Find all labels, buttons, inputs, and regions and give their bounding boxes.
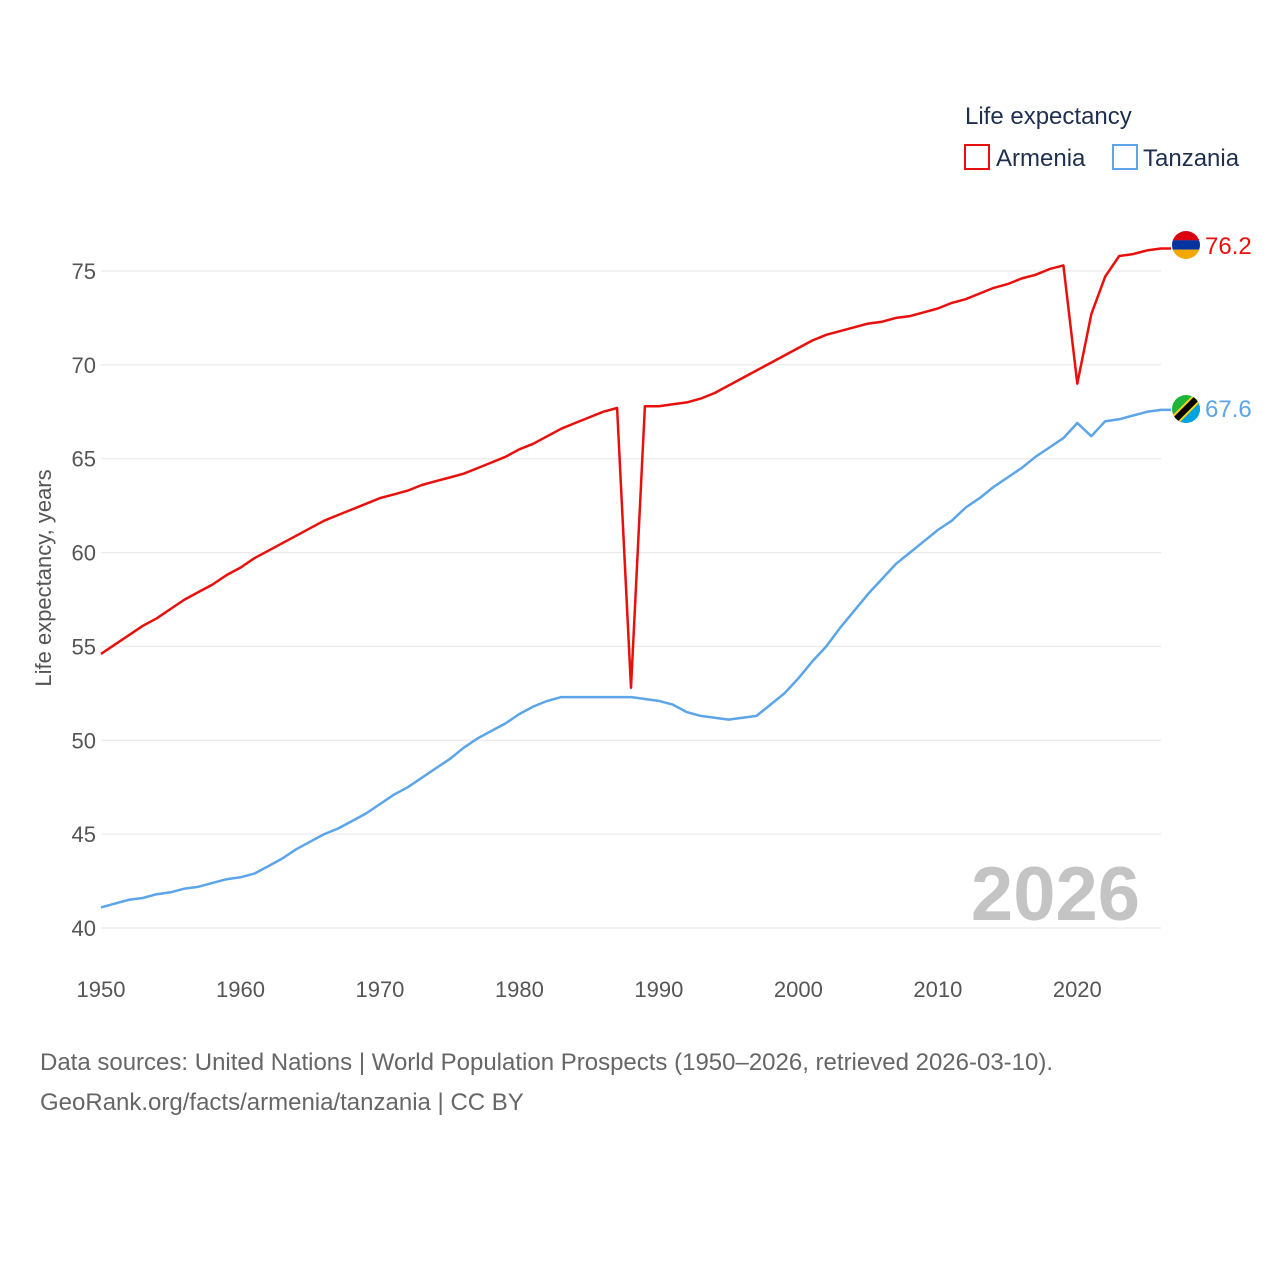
legend-swatch-tanzania xyxy=(1112,144,1138,170)
legend-swatch-armenia xyxy=(964,144,990,170)
legend-label-armenia: Armenia xyxy=(996,145,1086,172)
y-tick-label: 65 xyxy=(72,447,96,472)
end-value-label-armenia: 76.2 xyxy=(1205,233,1252,260)
x-tick-label: 1990 xyxy=(634,977,683,1002)
gridlines xyxy=(101,270,1161,929)
x-tick-label: 1960 xyxy=(216,977,265,1002)
legend-label-tanzania: Tanzania xyxy=(1143,145,1240,172)
y-tick-label: 70 xyxy=(72,353,96,378)
x-tick-label: 1970 xyxy=(355,977,404,1002)
y-tick-label: 40 xyxy=(72,916,96,941)
x-tick-label: 2010 xyxy=(913,977,962,1002)
y-axis-title: Life expectancy, years xyxy=(31,469,56,686)
legend: Life expectancy Armenia Tanzania xyxy=(964,103,1240,172)
legend-title: Life expectancy xyxy=(965,103,1132,130)
series-lines xyxy=(100,247,1171,909)
x-tick-label: 2000 xyxy=(774,977,823,1002)
legend-item-tanzania[interactable]: Tanzania xyxy=(1112,144,1240,172)
current-year-watermark: 2026 xyxy=(971,852,1140,937)
y-tick-label: 45 xyxy=(72,822,96,847)
y-tick-label: 55 xyxy=(72,634,96,659)
x-tick-label: 1950 xyxy=(77,977,126,1002)
y-tick-label: 60 xyxy=(72,541,96,566)
end-value-label-tanzania: 67.6 xyxy=(1205,396,1252,423)
y-axis-ticks: 40 45 50 55 60 65 70 75 xyxy=(72,259,96,941)
source-note: Data sources: United Nations | World Pop… xyxy=(40,1043,1240,1123)
x-tick-label: 1980 xyxy=(495,977,544,1002)
x-axis-ticks: 1950 1960 1970 1980 1990 2000 2010 2020 xyxy=(77,977,1102,1002)
tanzania-flag-icon xyxy=(1172,395,1200,423)
legend-item-armenia[interactable]: Armenia xyxy=(964,144,1086,172)
series-line-armenia[interactable] xyxy=(100,247,1171,689)
x-tick-label: 2020 xyxy=(1053,977,1102,1002)
source-line-link[interactable]: GeoRank.org/facts/armenia/tanzania | CC … xyxy=(40,1089,524,1116)
armenia-flag-icon xyxy=(1172,231,1200,259)
y-tick-label: 50 xyxy=(72,728,96,753)
y-tick-label: 75 xyxy=(72,259,96,284)
source-line-data: Data sources: United Nations | World Pop… xyxy=(40,1049,1054,1076)
series-line-tanzania[interactable] xyxy=(100,408,1171,909)
